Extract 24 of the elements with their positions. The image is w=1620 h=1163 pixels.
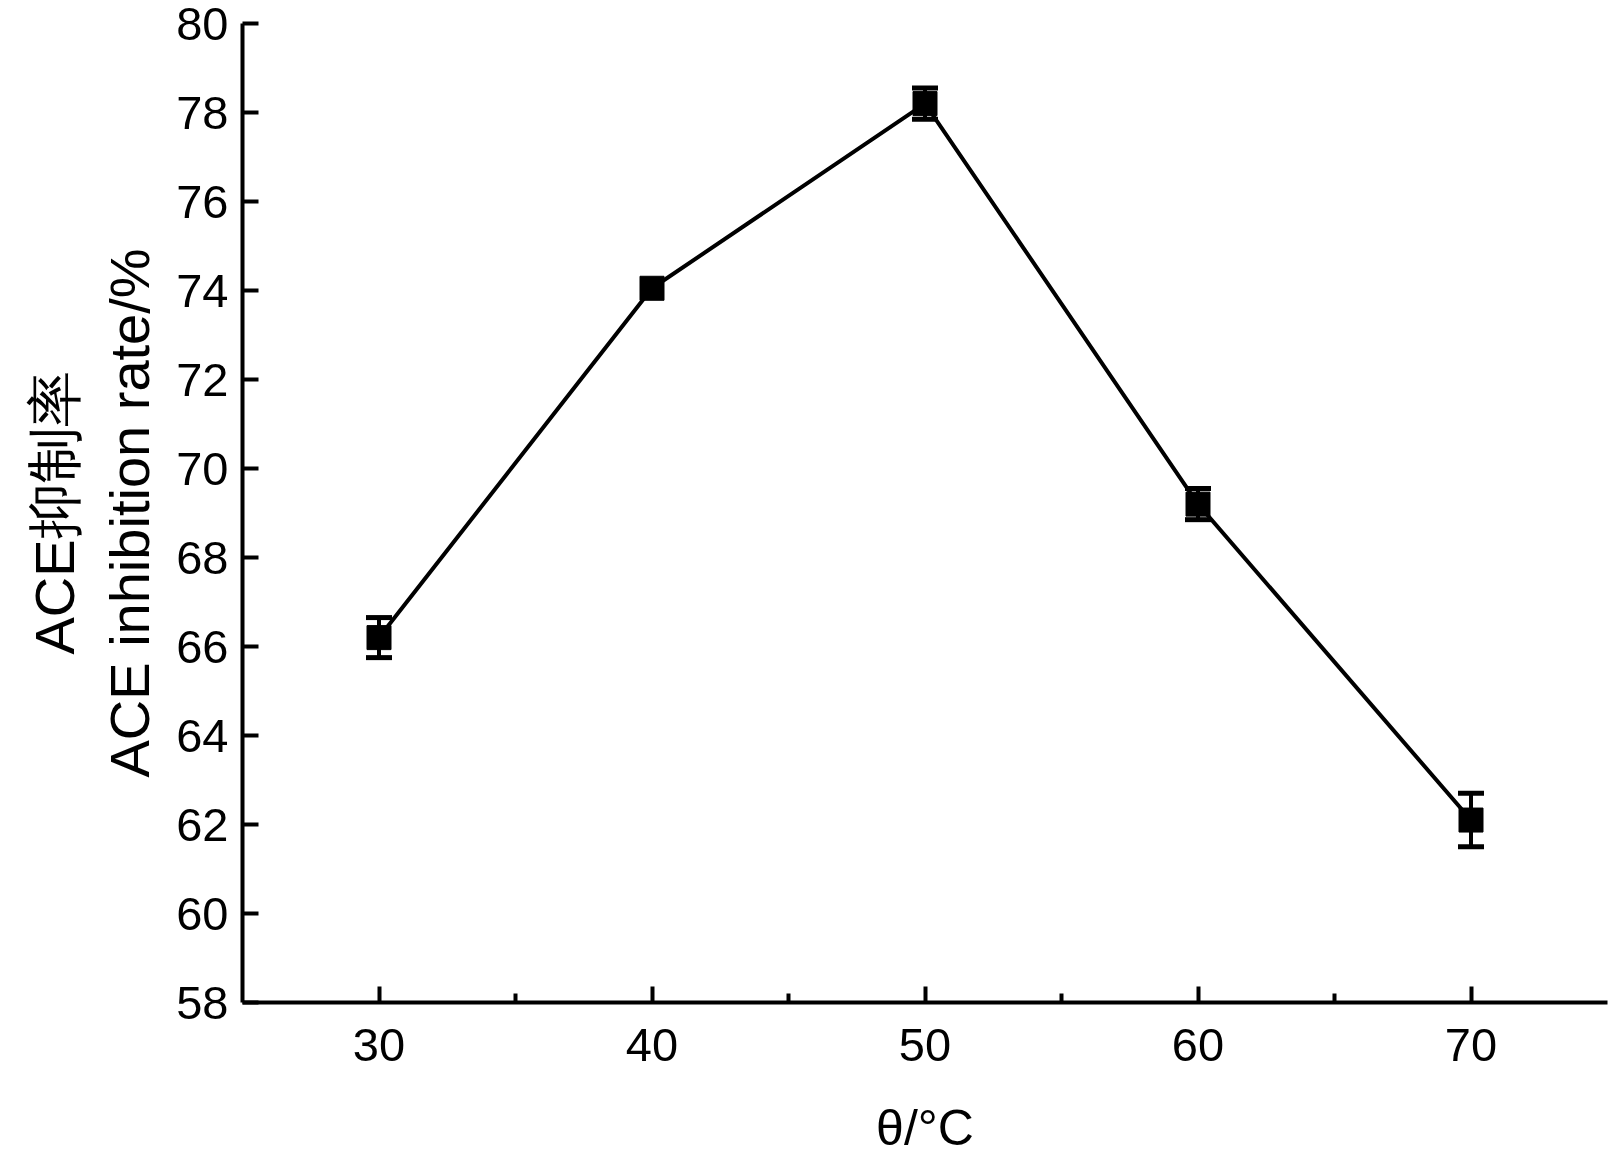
y-tick-label: 62 <box>176 797 229 851</box>
x-tick-label: 30 <box>352 1017 406 1071</box>
y-tick-label: 76 <box>176 174 229 228</box>
x-tick-label: 40 <box>625 1017 679 1071</box>
y-axis-title: ACE抑制率 ACE inhibition rate/% <box>22 248 162 778</box>
y-tick-label: 58 <box>176 975 229 1029</box>
y-tick-label: 60 <box>176 886 229 940</box>
y-tick-label: 74 <box>176 263 229 317</box>
y-tick-label: 64 <box>176 708 229 762</box>
point <box>1458 807 1484 833</box>
x-tick-label: 70 <box>1444 1017 1498 1071</box>
y-tick-label: 78 <box>176 85 229 139</box>
point <box>366 625 392 651</box>
point <box>639 275 665 301</box>
x-tick-label: 50 <box>898 1017 952 1071</box>
y-tick-label: 68 <box>176 530 229 584</box>
y-tick-label: 72 <box>176 352 229 406</box>
point <box>1185 491 1211 517</box>
y-tick-label: 66 <box>176 619 229 673</box>
y-tick-label: 80 <box>176 0 229 50</box>
x-tick-label: 60 <box>1171 1017 1225 1071</box>
y-tick-label: 70 <box>176 441 229 495</box>
point <box>912 91 938 117</box>
x-axis-title: θ/°C <box>876 1099 974 1156</box>
